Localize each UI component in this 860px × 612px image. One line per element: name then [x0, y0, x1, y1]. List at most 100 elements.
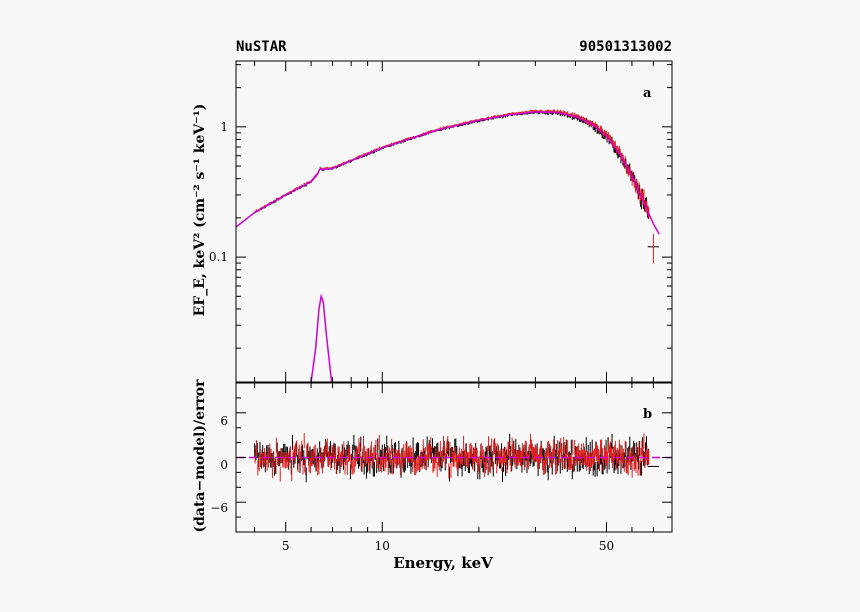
residual-fpma-275 — [559, 458, 561, 474]
residual-fpma-113 — [390, 458, 392, 474]
residual-fpmb-207 — [491, 438, 493, 454]
residual-fpmb-35 — [299, 451, 302, 467]
data-point-fpma-312 — [596, 128, 598, 134]
data-point-fpmb-204 — [488, 116, 490, 118]
residual-fpmb-86 — [360, 455, 362, 471]
residual-fpmb-221 — [505, 447, 507, 462]
residual-fpmb-309 — [594, 448, 596, 464]
residual-fpmb-241 — [525, 441, 527, 457]
residual-fpmb-300 — [585, 450, 587, 466]
residual-fpmb-335 — [619, 445, 621, 461]
residual-fpmb-246 — [530, 439, 532, 455]
data-point-fpmb-210 — [494, 115, 496, 117]
residual-fpmb-114 — [392, 459, 394, 475]
residual-fpmb-144 — [424, 447, 426, 463]
residual-fpmb-137 — [417, 455, 419, 471]
residual-fpmb-19 — [279, 466, 281, 482]
residual-fpmb-222 — [506, 458, 508, 474]
residual-fpmb-304 — [589, 453, 591, 469]
residual-fpmb-325 — [609, 441, 611, 457]
data-point-last — [647, 234, 659, 264]
residual-fpmb-217 — [501, 456, 503, 472]
top-panel-model — [235, 111, 660, 383]
residual-fpmb-133 — [413, 447, 415, 462]
residual-fpmb-190 — [473, 448, 475, 464]
data-point-fpmb-32 — [296, 187, 298, 189]
residual-fpmb-103 — [379, 456, 381, 472]
data-point-fpmb-209 — [493, 115, 495, 117]
residual-fpma-60 — [329, 441, 331, 456]
residual-fpma-173 — [455, 438, 457, 454]
residual-fpmb-360 — [644, 453, 646, 469]
bottom-y-axis-label: (data−model)/error — [192, 379, 208, 533]
residual-fpmb-184 — [467, 452, 469, 467]
residual-fpmb-256 — [541, 443, 543, 459]
residual-fpmb-76 — [349, 446, 351, 462]
residual-fpmb-51 — [319, 446, 321, 462]
residual-fpmb-209 — [493, 440, 495, 456]
residual-fpmb-121 — [399, 459, 401, 475]
residual-fpmb-149 — [430, 437, 432, 452]
residual-fpmb-297 — [582, 449, 584, 465]
residual-fpmb-285 — [570, 454, 572, 470]
residual-fpma-305 — [589, 441, 591, 457]
residual-fpmb-63 — [333, 454, 335, 470]
residual-fpmb-330 — [614, 440, 616, 456]
residual-fpmb-135 — [415, 460, 417, 476]
residual-fpmb-65 — [336, 459, 338, 475]
residual-fpmb-13 — [271, 463, 274, 479]
residual-fpmb-106 — [383, 448, 385, 464]
residual-fpmb-364 — [648, 449, 650, 465]
residual-fpmb-314 — [599, 456, 601, 471]
residual-fpmb-83 — [357, 446, 359, 462]
residual-fpmb-340 — [624, 440, 626, 456]
residual-fpmb-210 — [494, 438, 496, 454]
residual-fpma-98 — [373, 461, 375, 477]
residual-fpmb-258 — [543, 460, 545, 476]
residual-fpmb-255 — [540, 445, 542, 461]
data-point-fpmb-262 — [547, 109, 549, 112]
residual-fpmb-328 — [612, 446, 614, 462]
residual-fpmb-234 — [518, 447, 520, 463]
residual-fpmb-159 — [440, 450, 442, 466]
residual-fpmb-46 — [313, 446, 315, 462]
residual-fpma-101 — [377, 438, 379, 454]
residual-fpmb-88 — [362, 435, 364, 451]
top-panel-frame — [235, 60, 673, 383]
residual-fpmb-157 — [438, 455, 440, 471]
residual-fpmb-84 — [358, 438, 360, 453]
residual-fpmb-56 — [325, 441, 327, 457]
residual-fpma-282 — [566, 457, 568, 473]
residual-fpmb-332 — [616, 447, 618, 463]
residual-fpmb-55 — [324, 445, 326, 460]
data-point-fpmb-149 — [430, 129, 432, 132]
data-point-fpmb-237 — [521, 111, 523, 113]
residual-fpma-329 — [613, 458, 615, 474]
residual-fpmb-34 — [298, 444, 300, 460]
residual-fpma-151 — [431, 438, 433, 454]
residual-fpmb-363 — [647, 449, 649, 465]
xtick-label-10: 10 — [375, 539, 390, 553]
residual-fpmb-8 — [265, 451, 267, 467]
residual-fpmb-169 — [451, 447, 453, 463]
residual-fpmb-45 — [312, 450, 314, 466]
residual-fpmb-358 — [642, 446, 644, 462]
residual-fpma-286 — [570, 439, 572, 455]
xtick-label-5: 5 — [282, 539, 290, 553]
residual-fpmb-290 — [575, 451, 577, 466]
residual-fpmb-247 — [531, 444, 533, 460]
data-point-fpmb-287 — [572, 112, 574, 116]
residual-fpmb-16 — [275, 437, 277, 453]
ytick-label-1: 1 — [220, 120, 228, 134]
residual-fpmb-206 — [490, 458, 492, 474]
residual-fpmb-279 — [564, 442, 566, 457]
residual-fpma-196 — [479, 464, 481, 480]
residual-fpmb-115 — [393, 448, 395, 463]
panel-label-b: b — [643, 407, 652, 422]
residual-fpmb-1 — [255, 440, 258, 456]
residual-fpmb-4 — [259, 452, 262, 468]
residual-fpmb-197 — [480, 443, 482, 458]
residual-fpmb-312 — [597, 445, 599, 461]
residual-fpmb-349 — [633, 456, 635, 472]
residual-fpmb-263 — [548, 440, 550, 456]
